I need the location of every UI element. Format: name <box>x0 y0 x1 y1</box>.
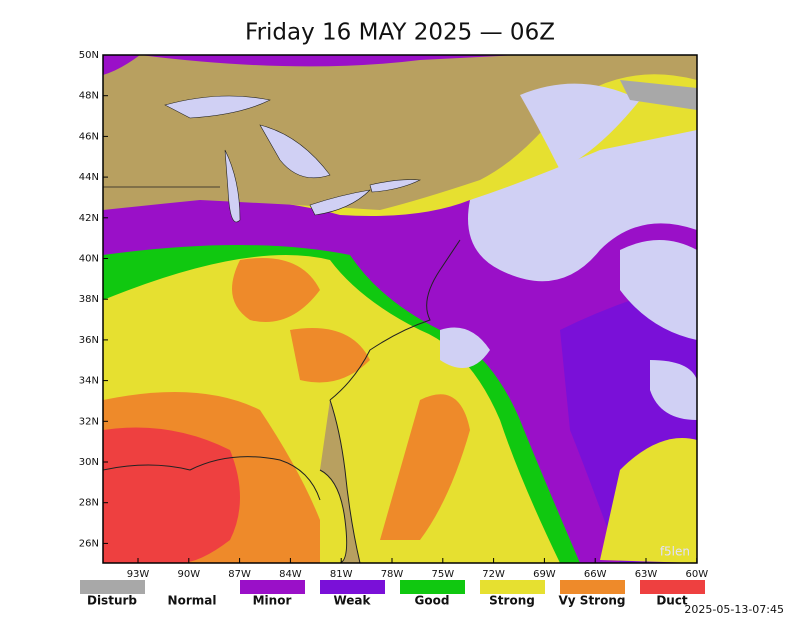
legend-swatch <box>640 580 705 594</box>
lat-label: 34N <box>79 376 99 387</box>
lon-label: 69W <box>533 569 556 580</box>
lat-label: 46N <box>79 131 99 142</box>
lat-label: 32N <box>79 416 99 427</box>
title: Friday 16 MAY 2025 — 06Z <box>245 20 555 46</box>
lat-label: 36N <box>79 335 99 346</box>
legend-label: Strong <box>489 594 535 608</box>
legend-swatch <box>320 580 385 594</box>
legend-swatch <box>560 580 625 594</box>
legend-swatch <box>480 580 545 594</box>
lon-label: 60W <box>685 569 708 580</box>
timestamp: 2025-05-13-07:45 <box>684 603 784 616</box>
legend-label: Disturb <box>87 594 137 608</box>
lat-label: 38N <box>79 294 99 305</box>
lat-label: 42N <box>79 213 99 224</box>
legend-swatch <box>400 580 465 594</box>
legend-label: Weak <box>333 594 371 608</box>
lon-label: 90W <box>177 569 200 580</box>
map-frame <box>102 54 698 564</box>
lon-label: 75W <box>431 569 454 580</box>
legend-label: Good <box>415 594 450 608</box>
map <box>103 55 697 563</box>
lat-label: 30N <box>79 457 99 468</box>
lon-label: 78W <box>381 569 404 580</box>
lat-label: 50N <box>79 50 99 61</box>
legend-swatch <box>240 580 305 594</box>
legend-label: Normal <box>168 594 217 608</box>
lat-label: 40N <box>79 254 99 265</box>
lat-label: 28N <box>79 498 99 509</box>
lon-label: 63W <box>635 569 658 580</box>
lon-label: 66W <box>584 569 607 580</box>
lon-label: 84W <box>279 569 302 580</box>
lat-label: 26N <box>79 538 99 549</box>
legend-label: Duct <box>656 594 688 608</box>
legend-label: Vy Strong <box>559 594 626 608</box>
legend-swatch <box>160 580 225 594</box>
lon-label: 81W <box>330 569 353 580</box>
lat-label: 48N <box>79 91 99 102</box>
lat-label: 44N <box>79 172 99 183</box>
lon-label: 87W <box>228 569 251 580</box>
watermark: f5len <box>660 545 690 559</box>
legend-label: Minor <box>253 594 292 608</box>
lon-label: 93W <box>127 569 150 580</box>
legend-swatch <box>80 580 145 594</box>
lon-label: 72W <box>482 569 505 580</box>
